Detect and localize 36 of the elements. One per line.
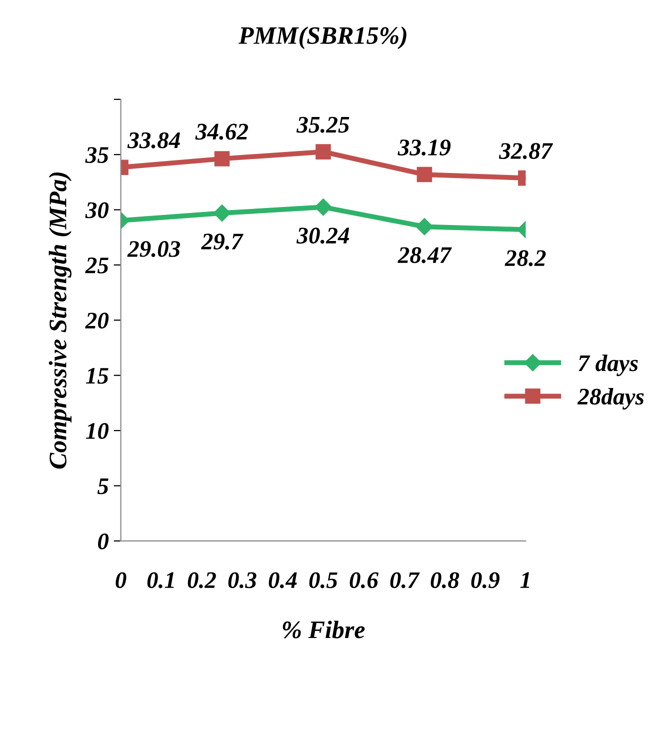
x-axis-title: % Fibre bbox=[282, 620, 365, 638]
y-tick-label: 5 bbox=[97, 478, 108, 494]
data-label: 28.47 bbox=[398, 247, 452, 264]
x-tick-label: 1 bbox=[520, 572, 530, 588]
y-tick-label: 15 bbox=[86, 368, 108, 384]
x-tick-label: 0.4 bbox=[268, 572, 297, 588]
y-tick-label: 10 bbox=[86, 423, 109, 439]
chart-title: PMM(SBR15%) bbox=[238, 26, 406, 50]
data-label: 28.2 bbox=[504, 250, 546, 266]
data-label: 30.24 bbox=[296, 228, 350, 244]
data-label: 33.19 bbox=[398, 140, 451, 156]
x-tick-label: 0 bbox=[116, 572, 126, 588]
data-label: 33.84 bbox=[127, 132, 180, 148]
data-label: 32.87 bbox=[498, 143, 554, 160]
x-tick-label: 0.3 bbox=[228, 572, 256, 588]
x-tick-label: 0.5 bbox=[309, 572, 338, 588]
y-tick-label: 25 bbox=[85, 258, 108, 274]
y-tick-label: 35 bbox=[85, 147, 108, 163]
y-tick-label: 20 bbox=[85, 312, 109, 329]
point bbox=[314, 198, 332, 216]
y-axis-title: Compressive Strength (MPa) bbox=[48, 172, 72, 469]
legend-label: 28days bbox=[577, 388, 644, 410]
x-tick-label: 0.8 bbox=[430, 572, 460, 588]
x-tick-label: 0.2 bbox=[188, 572, 216, 588]
data-label: 35.25 bbox=[296, 116, 350, 133]
point bbox=[316, 144, 331, 160]
data-label: 29.03 bbox=[127, 241, 180, 258]
x-tick-label: 0.9 bbox=[471, 572, 500, 588]
data-label: 29.7 bbox=[201, 234, 244, 250]
x-tick-label: 0.1 bbox=[147, 572, 174, 588]
y-tick-label: 30 bbox=[85, 202, 109, 218]
x-tick-label: 0.7 bbox=[390, 572, 420, 588]
y-tick-label: 0 bbox=[98, 533, 109, 550]
x-tick-label: 0.6 bbox=[350, 572, 378, 588]
data-label: 34.62 bbox=[195, 124, 248, 140]
legend-label: 7 days bbox=[578, 354, 638, 376]
